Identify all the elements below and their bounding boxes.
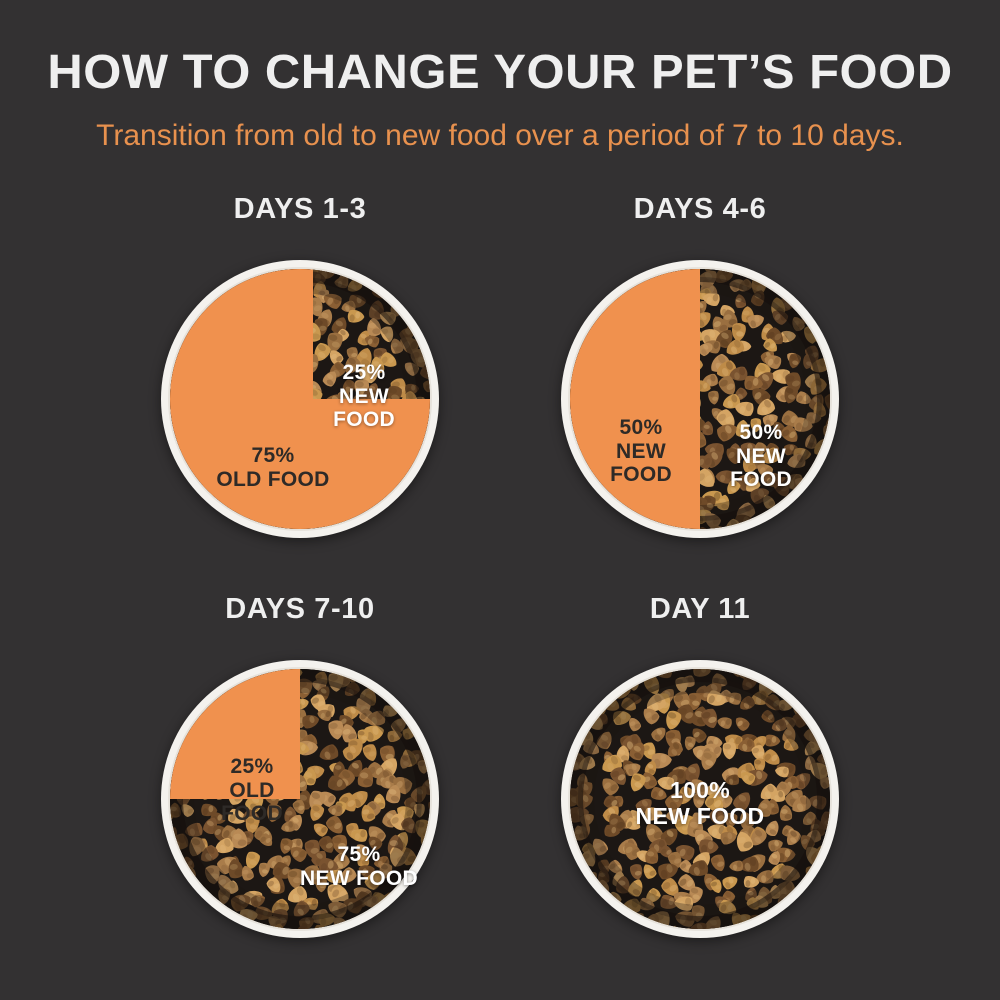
bowl-day-11: 100% NEW FOOD xyxy=(559,658,841,940)
stage-title-day-11: DAY 11 xyxy=(649,593,751,625)
stage-panel-days-7-10: DAYS 7-10 25% OLD FOOD 75% NEW FOOD xyxy=(100,590,500,990)
page-subtitle: Transition from old to new food over a p… xyxy=(96,119,904,152)
bowl-days-1-3: 25% NEW FOOD 75% OLD FOOD xyxy=(159,258,441,540)
bowl-days-4-6: 50% NEW FOOD 50% NEW FOOD xyxy=(559,258,841,540)
bowl-chart-icon xyxy=(561,660,839,938)
stage-panel-days-1-3: DAYS 1-3 xyxy=(100,190,500,590)
stage-title-days-1-3: DAYS 1-3 xyxy=(233,193,367,225)
stage-title-days-7-10: DAYS 7-10 xyxy=(225,593,375,625)
bowl-chart-icon xyxy=(561,260,839,538)
page-title: HOW TO CHANGE YOUR PET’S FOOD xyxy=(47,46,953,99)
bowl-days-7-10: 25% OLD FOOD 75% NEW FOOD xyxy=(159,658,441,940)
stage-title-days-4-6: DAYS 4-6 xyxy=(633,193,767,225)
stage-panel-days-4-6: DAYS 4-6 50% NEW FOOD 50% NEW FOOD xyxy=(500,190,900,590)
bowl-chart-icon xyxy=(161,660,439,938)
bowl-chart-icon xyxy=(161,260,439,538)
stage-panel-day-11: DAY 11 100% NEW FOOD xyxy=(500,590,900,990)
